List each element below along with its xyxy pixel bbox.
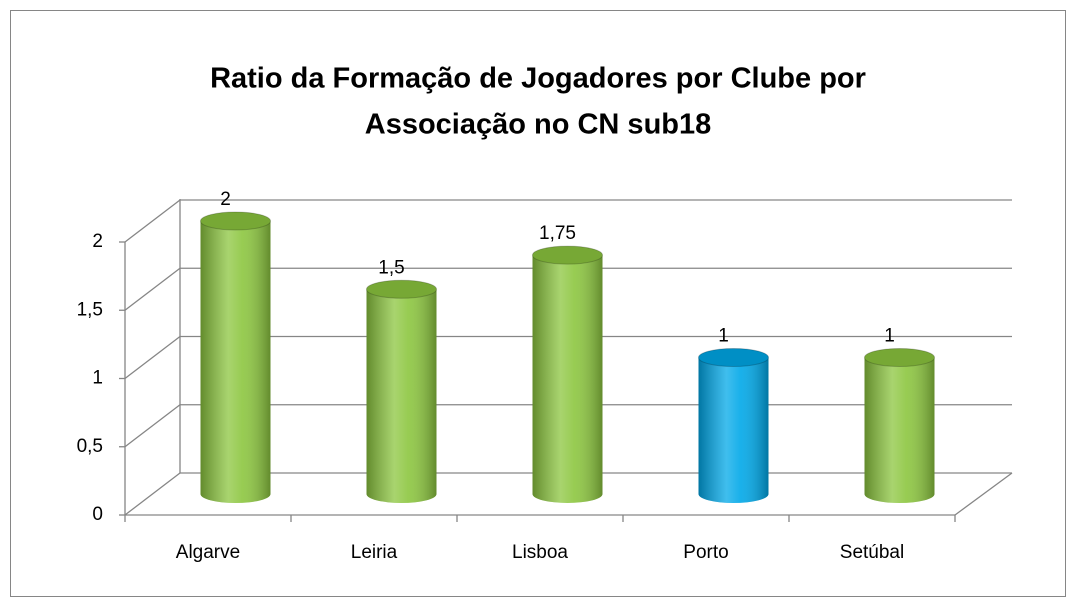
- chart-title: Associação no CN sub18: [365, 109, 712, 141]
- value-label: 1: [884, 326, 895, 347]
- x-tick-label: Porto: [683, 542, 728, 563]
- bar-top: [698, 348, 769, 367]
- value-label: 1,5: [378, 257, 404, 278]
- y-tick-label: 2: [92, 231, 103, 252]
- y-tick-label: 1: [92, 368, 103, 389]
- bar-top: [366, 279, 437, 299]
- bar-top-shade: [698, 348, 769, 367]
- bar-top: [532, 245, 603, 265]
- bar-top-shade: [864, 348, 935, 367]
- grid-line: [124, 335, 181, 380]
- x-tick-label: Algarve: [176, 542, 240, 563]
- bar-shade: [532, 255, 603, 503]
- x-tick-label: Leiria: [351, 542, 398, 563]
- value-label: 1,75: [539, 223, 576, 244]
- bar-shade: [864, 357, 935, 503]
- grid-line: [124, 267, 181, 311]
- bar-top-shade: [366, 280, 437, 299]
- bar-top: [864, 348, 935, 367]
- floor-edge: [954, 472, 1013, 516]
- y-tick-label: 1,5: [77, 299, 103, 320]
- bar-top: [200, 211, 271, 231]
- y-tick-label: 0: [92, 504, 103, 525]
- y-tick-label: 0,5: [77, 436, 103, 457]
- grid-line: [124, 199, 181, 243]
- grid-line: [124, 404, 181, 448]
- x-tick-label: Setúbal: [840, 542, 904, 563]
- grid-line: [124, 472, 181, 516]
- bar-shade: [366, 289, 437, 503]
- x-tick-label: Lisboa: [512, 542, 568, 563]
- chart-title: Ratio da Formação de Jogadores por Clube…: [210, 63, 866, 95]
- bar-shade: [200, 221, 271, 503]
- value-label: 2: [220, 189, 231, 210]
- bar-top-shade: [200, 212, 271, 230]
- bar-shade: [698, 357, 769, 503]
- value-label: 1: [718, 326, 729, 347]
- bar-top-shade: [532, 246, 603, 265]
